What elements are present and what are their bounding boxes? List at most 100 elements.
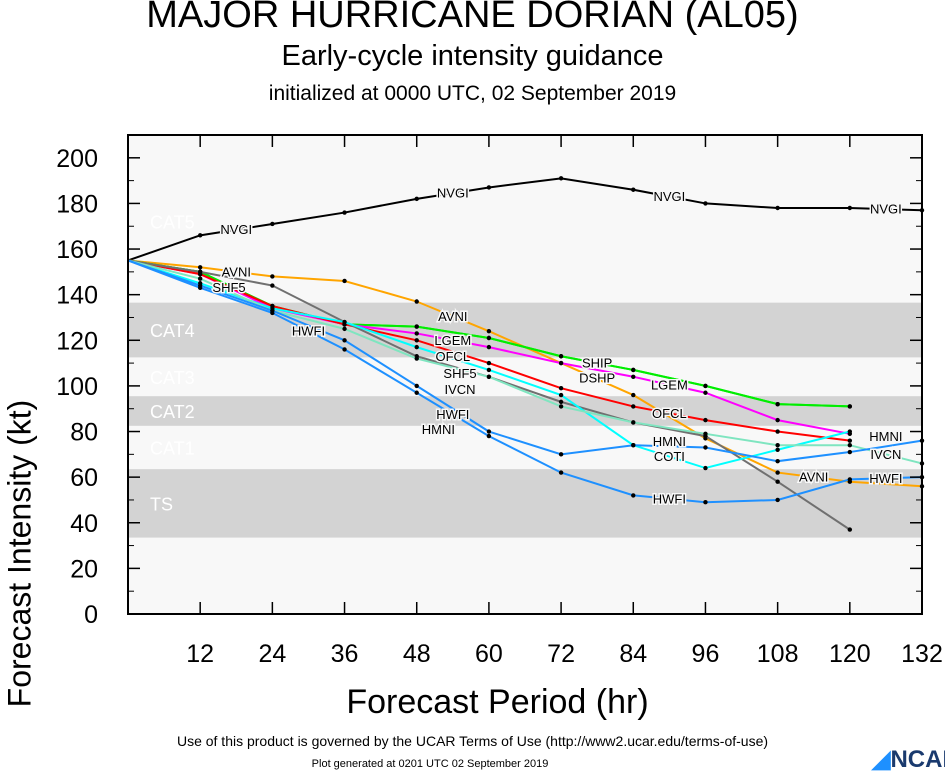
data-point-avni [414,299,419,304]
series-line-hmni [127,259,923,463]
data-point-lgem [486,344,492,350]
data-point-hwfi [342,347,347,352]
series-label-nvgi: NVGI [870,202,902,217]
y-tick-label: 120 [56,327,98,355]
data-point-avni [775,470,780,475]
band-label-cat2: CAT2 [150,402,195,422]
y-tick-label: 40 [70,510,98,538]
data-point-nvgi [342,210,347,215]
chart-subtitle: Early-cycle intensity guidance [281,40,664,72]
data-point-hwfi [414,390,419,395]
terms-of-use: Use of this product is governed by the U… [176,733,769,749]
band-ts [128,469,922,538]
data-point-dshp [775,401,780,407]
series-label-avni: AVNI [222,264,251,279]
data-point-ivcn [703,431,708,437]
series-label-hmni: HMNI [869,429,902,444]
data-point-shf5 [847,527,853,532]
series-label-hwfi: HWFI [292,324,325,339]
data-point-ofcl [847,438,853,443]
data-point-lgem [558,360,564,366]
data-point-nvgi [486,185,492,190]
data-point-nvgi [631,187,636,192]
data-point-ivcn [486,374,492,379]
x-tick-label: 48 [403,640,431,668]
data-point-hwfi [847,477,853,482]
y-tick-label: 140 [56,282,98,310]
data-point-avni [270,274,275,279]
data-point-ivcn [414,356,419,361]
band-label-cat1: CAT1 [150,438,195,458]
data-point-ivcn [342,326,347,332]
series-label-shf5: SHF5 [212,280,245,295]
generated-time: Plot generated at 0201 UTC 02 September … [311,758,549,770]
series-label-shf5: SHF5 [443,366,476,381]
data-point-nvgi [775,205,780,211]
data-point-lgem [414,331,419,336]
x-tick-label: 108 [757,640,799,668]
data-point-ofcl [775,429,780,434]
x-tick-label: 120 [829,640,871,668]
plot-background [128,135,922,614]
data-point-avni [197,265,203,270]
series-label-lgem: LGEM [434,333,471,348]
series-line-ivcn [127,259,923,465]
series-label-nvgi: NVGI [220,222,252,237]
data-point-hmni [631,443,636,448]
data-point-ofcl [631,404,636,409]
data-point-hmni [703,445,708,450]
ncar-logo: ◢NCAR [872,745,945,774]
data-point-coti [486,367,492,373]
y-tick-label: 20 [70,555,98,583]
data-point-lgem [631,374,636,379]
data-point-ofcl [703,417,708,423]
series-label-avni: AVNI [438,309,467,324]
data-point-nvgi [703,201,708,206]
data-point-dshp [486,335,492,341]
data-point-avni [342,278,347,284]
x-tick-label: 60 [475,640,503,668]
data-point-hmni [197,283,203,288]
series-label-lgem: LGEM [651,377,688,392]
series-line-nvgi [127,177,923,262]
data-point-dshp [414,324,419,329]
series-label-ofcl: OFCL [435,349,470,364]
x-tick-label: 36 [331,640,359,668]
band-label-cat4: CAT4 [150,321,195,341]
data-point-hmni [486,429,492,434]
band-label-ts: TS [150,494,173,514]
series-label-ivcn: IVCN [870,447,901,462]
y-tick-label: 0 [84,601,98,629]
data-point-nvgi [847,205,853,211]
series-label-ofcl: OFCL [652,406,687,421]
data-point-ivcn [775,443,780,448]
x-tick-label: 72 [547,640,575,668]
data-point-coti [703,465,708,471]
data-point-lgem [775,417,780,423]
x-tick-label: 132 [901,640,943,668]
data-point-coti [847,429,853,434]
data-point-coti [342,319,347,325]
y-tick-label: 80 [70,419,98,447]
data-point-lgem [703,390,708,395]
data-point-coti [775,447,780,452]
chart-subtitle-init: initialized at 0000 UTC, 02 September 20… [268,82,677,105]
data-point-hmni [414,383,419,389]
y-tick-label: 200 [56,145,98,173]
x-tick-label: 84 [619,640,647,668]
data-point-hmni [558,452,564,457]
data-point-ofcl [558,385,564,391]
band-label-cat3: CAT3 [150,368,195,388]
data-point-nvgi [270,221,275,227]
series-line-hwfi [127,259,923,504]
data-point-hmni [775,458,780,464]
series-label-avni: AVNI [799,470,828,485]
series-label-nvgi: NVGI [653,189,685,204]
y-tick-label: 160 [56,236,98,264]
data-point-nvgi [558,176,564,181]
y-tick-label: 60 [70,464,98,492]
data-point-ofcl [486,360,492,366]
data-point-dshp [847,404,853,409]
data-point-dshp [558,354,564,359]
